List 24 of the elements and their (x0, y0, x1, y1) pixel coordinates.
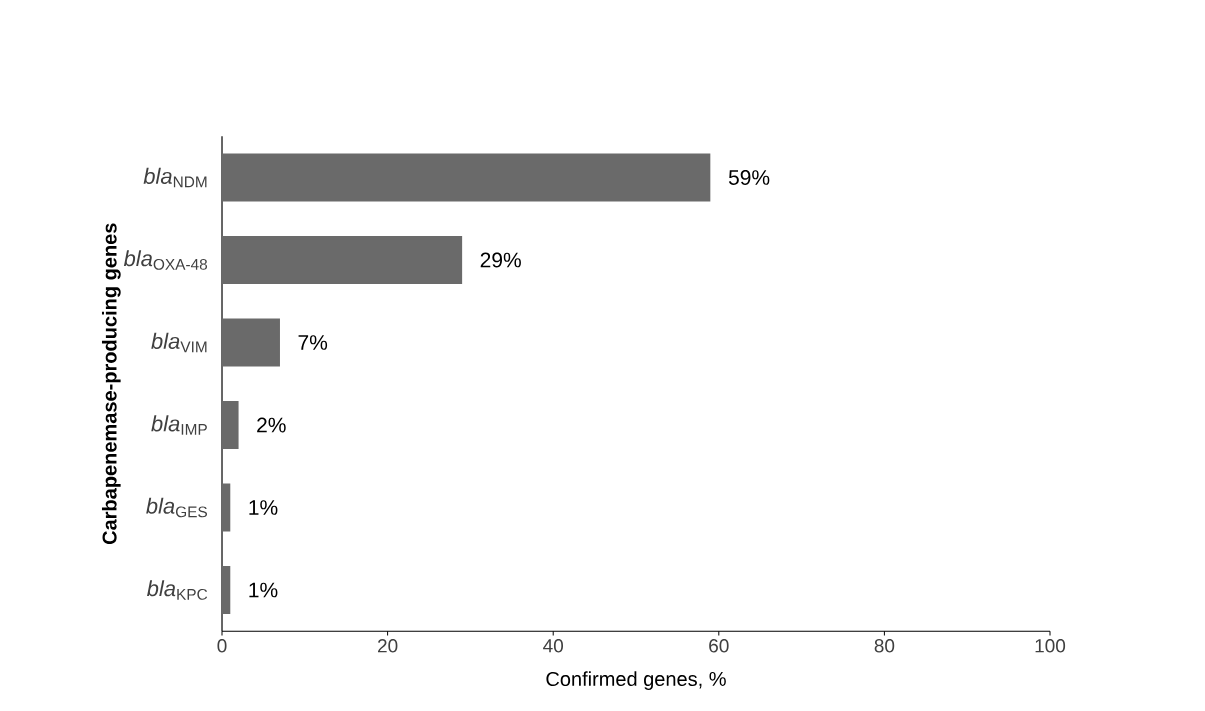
y-tick-label: bla$_{KPC}$ (147, 580, 208, 600)
bar (222, 235, 463, 284)
bar (222, 153, 711, 202)
y-axis-title: Carbapenemase-producing genes (101, 223, 121, 545)
y-tick-label: bla$_{IMP}$ (151, 415, 207, 435)
y-tick-label: bla$_{OXA-48}$ (123, 250, 208, 270)
x-tick-label: 80 (874, 639, 895, 653)
bar (222, 400, 239, 449)
y-tick-label: bla$_{VIM}$ (151, 332, 207, 353)
x-tick-label: 60 (709, 639, 729, 653)
x-tick-label: 20 (378, 639, 398, 653)
x-axis-title: Confirmed genes, % (546, 671, 726, 690)
data-label: 2% (257, 417, 286, 433)
y-tick-label: bla$_{GES}$ (146, 497, 208, 518)
data-label: 59% (728, 170, 770, 185)
data-label: 1% (249, 500, 278, 515)
data-label: 29% (480, 252, 521, 268)
data-label: 1% (249, 582, 278, 598)
x-tick-label: 40 (543, 639, 564, 653)
x-tick-label: 0 (217, 639, 227, 653)
x-tick-label: 100 (1035, 639, 1066, 653)
data-label: 7% (298, 335, 328, 350)
bar (222, 318, 280, 367)
y-tick-label: bla$_{NDM}$ (143, 167, 207, 188)
